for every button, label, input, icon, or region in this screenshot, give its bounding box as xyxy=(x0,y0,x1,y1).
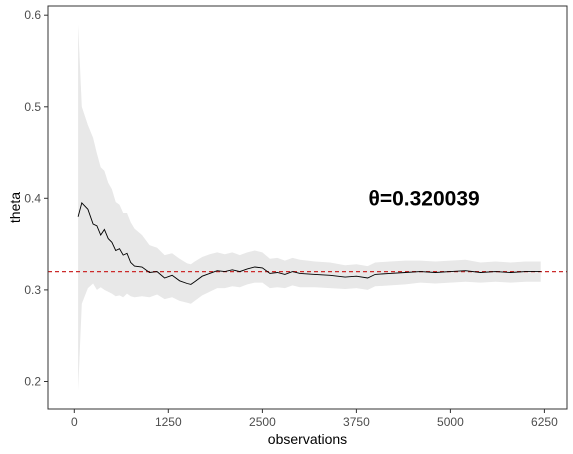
y-tick-label: 0.6 xyxy=(24,8,41,22)
theta-annotation: θ=0.320039 xyxy=(368,187,479,210)
x-axis-title: observations xyxy=(268,431,347,447)
x-tick-label: 6250 xyxy=(531,415,558,429)
y-tick-label: 0.4 xyxy=(24,191,41,205)
y-tick-label: 0.5 xyxy=(24,100,41,114)
estimate-line-layer xyxy=(77,202,541,285)
y-tick-label: 0.3 xyxy=(24,283,41,297)
x-tick-label: 5000 xyxy=(437,415,464,429)
x-tick-label: 2500 xyxy=(249,415,276,429)
x-tick-label: 3750 xyxy=(343,415,370,429)
x-tick-label: 1250 xyxy=(155,415,182,429)
y-tick-label: 0.2 xyxy=(24,375,41,389)
y-axis: 0.2 0.3 0.4 0.5 0.6 xyxy=(24,8,48,389)
estimate-line xyxy=(77,202,541,285)
confidence-band xyxy=(78,24,541,391)
y-axis-title: theta xyxy=(7,192,23,223)
x-axis: 0 1250 2500 3750 5000 6250 xyxy=(71,409,558,429)
plot-panel-border xyxy=(47,5,568,410)
x-tick-label: 0 xyxy=(71,415,78,429)
confidence-band-layer xyxy=(78,24,541,391)
